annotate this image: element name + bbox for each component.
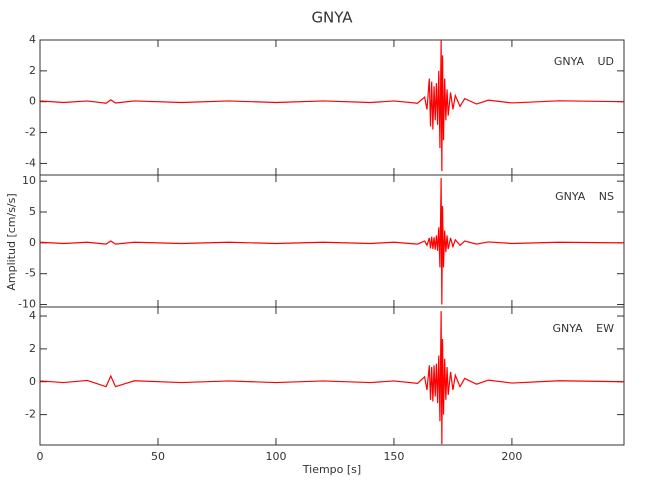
x-axis-label: Tiempo [s] [302, 463, 361, 476]
panel-frame [39, 174, 625, 308]
x-tick-label: 100 [265, 450, 286, 463]
panel-label: GNYA EW [553, 322, 615, 335]
panel-label: GNYA UD [554, 55, 614, 68]
y-tick-label: 0 [29, 375, 36, 388]
waveform [39, 178, 625, 305]
y-tick-label: 5 [29, 205, 36, 218]
y-tick-label: -5 [25, 267, 36, 280]
y-tick-label: -10 [18, 298, 36, 311]
y-tick-label: -2 [25, 126, 36, 139]
waveform [39, 39, 625, 172]
y-tick-label: 10 [22, 174, 36, 187]
x-tick-label: 0 [37, 450, 44, 463]
x-tick-label: 200 [501, 450, 522, 463]
chart-title: GNYA [311, 9, 353, 27]
y-tick-label: 2 [29, 64, 36, 77]
y-axis-label: Amplitud [cm/s/s] [5, 193, 18, 290]
y-tick-label: -4 [25, 156, 36, 169]
x-tick-label: 50 [151, 450, 165, 463]
y-tick-label: 0 [29, 236, 36, 249]
x-tick-label: 150 [383, 450, 404, 463]
y-tick-label: 4 [29, 309, 36, 322]
y-tick-label: 2 [29, 342, 36, 355]
y-tick-label: -2 [25, 408, 36, 421]
panel-frame [39, 39, 625, 176]
y-tick-label: 0 [29, 95, 36, 108]
y-tick-label: 4 [29, 33, 36, 46]
panel-frame [39, 306, 625, 446]
panel-label: GNYA NS [555, 190, 614, 203]
waveform [39, 311, 625, 445]
